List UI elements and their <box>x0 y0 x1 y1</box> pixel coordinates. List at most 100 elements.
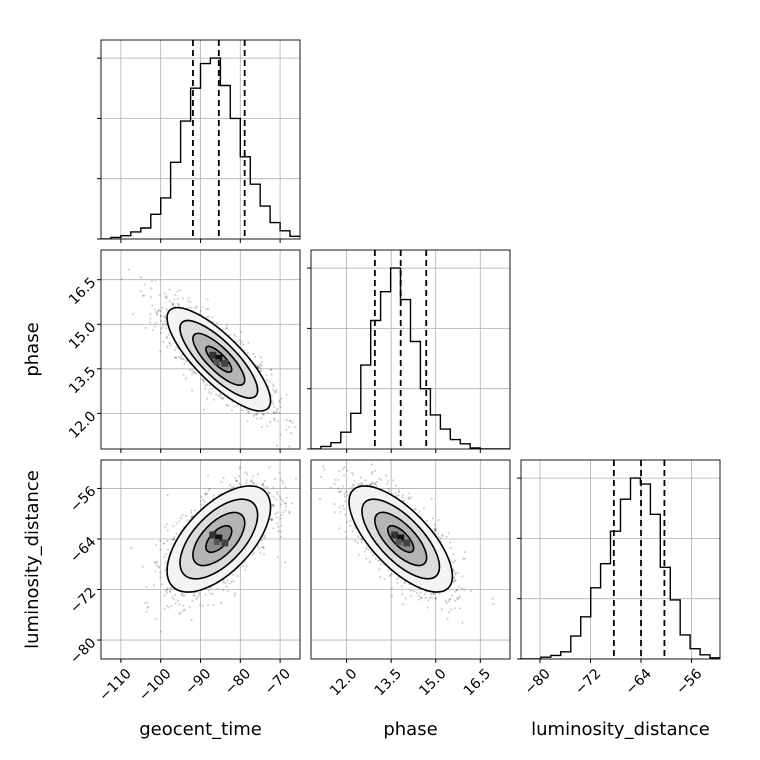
scatter-point <box>159 548 162 551</box>
scatter-point <box>251 481 254 484</box>
scatter-point <box>446 617 449 620</box>
x-tick-label: −70 <box>262 666 294 698</box>
scatter-point <box>450 608 453 611</box>
scatter-point <box>181 513 184 517</box>
panel-plot-area <box>101 250 300 449</box>
scatter-point <box>217 493 220 496</box>
scatter-point <box>225 324 228 327</box>
scatter-point <box>195 597 198 601</box>
y-tick-label: −64 <box>67 534 99 566</box>
density-block <box>209 351 217 359</box>
scatter-point <box>224 327 227 330</box>
scatter-point <box>394 492 397 495</box>
scatter-point <box>233 594 236 597</box>
scatter-point <box>184 377 187 380</box>
scatter-point <box>206 492 209 495</box>
scatter-point <box>200 503 203 506</box>
scatter-point <box>176 599 179 602</box>
scatter-point <box>354 540 357 543</box>
scatter-point <box>441 534 444 537</box>
scatter-point <box>437 532 440 536</box>
scatter-point <box>407 496 410 499</box>
panel-plot-area <box>311 460 510 659</box>
scatter-point <box>163 594 166 597</box>
scatter-point <box>339 489 343 492</box>
scatter-point <box>255 412 259 415</box>
scatter-point <box>435 528 438 531</box>
scatter-point <box>329 489 331 491</box>
scatter-point <box>191 599 194 602</box>
scatter-point <box>258 547 261 551</box>
scatter-point <box>448 600 451 603</box>
scatter-point <box>178 603 181 606</box>
scatter-point <box>413 507 416 511</box>
scatter-point <box>146 605 150 608</box>
scatter-point <box>175 346 178 349</box>
scatter-point <box>343 466 346 469</box>
scatter-point <box>226 579 229 583</box>
scatter-point <box>207 474 210 477</box>
scatter-point <box>344 490 347 493</box>
scatter-point <box>206 298 209 301</box>
scatter-point <box>239 465 242 469</box>
scatter-point <box>272 412 276 415</box>
scatter-point <box>208 384 211 387</box>
scatter-point <box>261 483 264 486</box>
x-tick-label: −56 <box>673 666 705 698</box>
scatter-point <box>261 412 264 415</box>
density-core <box>391 531 411 547</box>
scatter-point <box>388 575 391 578</box>
scatter-point <box>130 547 133 550</box>
density-block <box>403 539 411 547</box>
scatter-point <box>280 397 283 400</box>
scatter-point <box>199 499 202 503</box>
scatter-point <box>284 486 287 489</box>
scatter-point <box>217 395 220 398</box>
scatter-point <box>173 356 176 360</box>
scatter-point <box>422 507 425 510</box>
scatter-point <box>454 590 457 594</box>
scatter-point <box>322 468 325 471</box>
scatter-point <box>397 576 400 579</box>
scatter-point <box>172 525 175 528</box>
scatter-point <box>360 541 363 544</box>
scatter-point <box>161 323 165 326</box>
scatter-point <box>240 330 243 334</box>
x-tick-label: −80 <box>222 666 254 698</box>
density-block <box>213 359 220 366</box>
y-axis-label-luminosity_distance: luminosity_distance <box>22 470 43 649</box>
scatter-point <box>173 298 176 301</box>
scatter-point <box>458 596 462 599</box>
scatter-point <box>159 309 162 312</box>
scatter-point <box>145 585 148 589</box>
scatter-point <box>235 479 238 482</box>
scatter-point <box>273 417 276 420</box>
scatter-point <box>241 409 244 412</box>
scatter-point <box>208 487 211 490</box>
scatter-point <box>245 565 248 568</box>
scatter-point <box>228 582 231 585</box>
scatter-point <box>155 564 158 567</box>
scatter-point <box>234 335 237 338</box>
scatter-point <box>163 569 167 572</box>
scatter-point <box>271 400 274 403</box>
scatter-point <box>345 520 349 523</box>
scatter-point <box>434 597 438 600</box>
scatter-point <box>163 320 166 323</box>
histogram-step <box>521 477 720 659</box>
scatter-point <box>194 306 197 310</box>
scatter-point <box>200 495 203 498</box>
scatter-point <box>145 610 148 613</box>
scatter-point <box>187 296 190 299</box>
scatter-point <box>420 596 423 599</box>
scatter-point <box>462 557 465 560</box>
scatter-point <box>440 534 444 537</box>
scatter-point <box>445 535 448 538</box>
panel-plot-area <box>521 460 720 659</box>
scatter-point <box>178 520 181 523</box>
scatter-point <box>273 418 276 421</box>
scatter-point <box>246 473 249 476</box>
scatter-point <box>254 355 257 359</box>
histogram-step <box>101 57 300 239</box>
scatter-point <box>270 519 273 522</box>
